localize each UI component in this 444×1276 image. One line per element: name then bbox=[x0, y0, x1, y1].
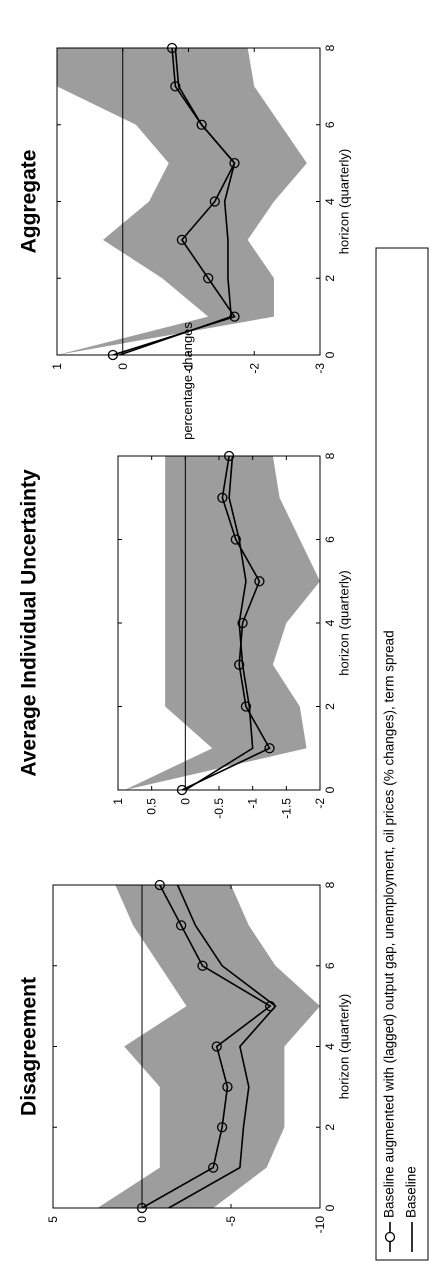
legend-box bbox=[375, 247, 429, 1261]
panel-3: 5 0 -5 -10 0 2 4 6 8 horizon (quarterly) Disagreem… bbox=[18, 879, 351, 1234]
data-point bbox=[176, 920, 187, 931]
augmented-series-line bbox=[181, 456, 271, 790]
x-tick-label: 0 bbox=[323, 1204, 337, 1211]
chart-title: Aggregate bbox=[18, 150, 41, 254]
legend-label: Baseline augmented with (lagged) output … bbox=[382, 630, 397, 1218]
y-tick-label: -1 bbox=[182, 363, 196, 374]
data-point bbox=[196, 119, 207, 130]
y-tick-label: 1 bbox=[50, 363, 64, 370]
x-axis-label: horizon (quarterly) bbox=[336, 570, 351, 676]
x-tick-label: 0 bbox=[323, 786, 337, 793]
y-tick-label: -1 bbox=[246, 798, 260, 809]
x-tick-label: 6 bbox=[323, 962, 337, 969]
y-tick-label: 5 bbox=[46, 1216, 60, 1223]
x-tick-label: 6 bbox=[323, 121, 337, 128]
y-tick-label: 0.5 bbox=[145, 798, 159, 815]
y-tick-label: 0 bbox=[178, 798, 192, 805]
x-tick-label: 4 bbox=[323, 198, 337, 205]
y-tick-label: -0.5 bbox=[212, 798, 226, 819]
y-tick-label: -5 bbox=[224, 1216, 238, 1227]
data-point bbox=[211, 1041, 222, 1052]
data-point bbox=[216, 1122, 228, 1133]
x-tick-label: 2 bbox=[323, 703, 337, 710]
x-tick-label: 0 bbox=[323, 351, 337, 358]
data-point bbox=[237, 617, 248, 629]
y-tick-label: 0 bbox=[135, 1216, 149, 1223]
data-point bbox=[176, 234, 188, 246]
panel-2: 1 0.5 0 -0.5 -1 -1.5 -2 0 2 4 6 8 horizon (quarterly… bbox=[18, 450, 351, 819]
x-tick-label: 2 bbox=[323, 1124, 337, 1131]
y-axis-label: percentage changes bbox=[180, 322, 195, 440]
data-point bbox=[208, 1162, 219, 1173]
confidence-band bbox=[97, 885, 320, 1208]
x-tick-label: 6 bbox=[323, 536, 337, 543]
legend: Baseline augmented with (lagged) output … bbox=[375, 247, 429, 1261]
chart-title: Disagreement bbox=[18, 977, 41, 1116]
y-tick-label: -10 bbox=[313, 1216, 327, 1234]
y-tick-label: -3 bbox=[313, 363, 327, 374]
x-axis-label: horizon (quarterly) bbox=[336, 149, 351, 255]
x-tick-label: 2 bbox=[323, 275, 337, 282]
confidence-band bbox=[57, 48, 307, 355]
data-point bbox=[170, 81, 181, 92]
x-tick-label: 8 bbox=[323, 452, 337, 459]
data-point bbox=[197, 960, 208, 971]
baseline-series-line bbox=[184, 456, 254, 790]
y-tick-label: -2 bbox=[247, 363, 261, 374]
y-tick-label: -2 bbox=[313, 798, 327, 809]
data-point bbox=[254, 576, 265, 587]
data-point bbox=[209, 196, 220, 207]
x-tick-label: 8 bbox=[323, 881, 337, 888]
data-point bbox=[222, 1081, 233, 1093]
data-point bbox=[230, 534, 241, 545]
baseline-series-line bbox=[168, 885, 277, 1208]
panel-1: 1 0 -1 -2 -3 0 2 4 6 8 horizon (quarterly) percenta… bbox=[18, 42, 351, 440]
data-point bbox=[229, 157, 240, 169]
augmented-series-line bbox=[112, 48, 236, 355]
x-tick-label: 4 bbox=[323, 1043, 337, 1050]
y-tick-label: 0 bbox=[116, 363, 130, 370]
x-axis-label: horizon (quarterly) bbox=[336, 994, 351, 1100]
legend-label: Baseline bbox=[404, 1166, 419, 1218]
chart-title: Average Individual Uncertainty bbox=[18, 469, 41, 777]
data-point bbox=[264, 743, 275, 754]
baseline-series-line bbox=[119, 48, 236, 355]
y-tick-label: 1 bbox=[111, 798, 125, 805]
data-point bbox=[217, 492, 228, 503]
x-tick-label: 4 bbox=[323, 619, 337, 626]
data-point bbox=[234, 659, 245, 670]
data-point bbox=[240, 701, 252, 712]
confidence-band bbox=[124, 456, 320, 790]
x-tick-label: 8 bbox=[323, 44, 337, 51]
augmented-series-line bbox=[141, 885, 272, 1208]
legend-marker bbox=[384, 1231, 396, 1243]
data-point bbox=[203, 273, 214, 284]
y-tick-label: -1.5 bbox=[279, 798, 293, 819]
